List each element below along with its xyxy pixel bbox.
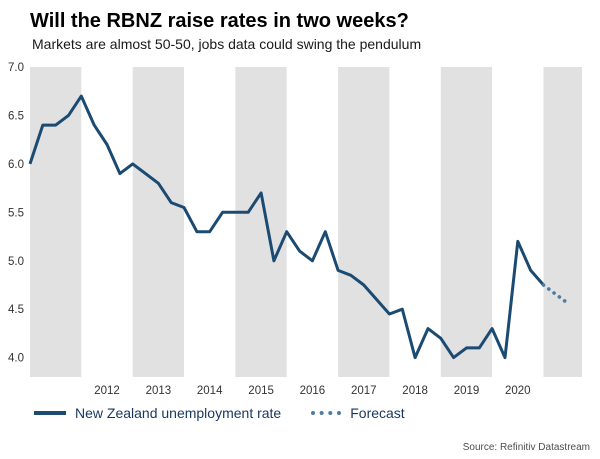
x-axis-label: 2012 [94, 385, 120, 397]
year-band [235, 66, 287, 377]
x-axis-label: 2020 [505, 385, 531, 397]
x-axis-label: 2014 [197, 385, 223, 397]
legend-label-unemployment: New Zealand unemployment rate [75, 404, 282, 421]
y-axis-label: 5.0 [8, 256, 24, 268]
dotted-line-sample [311, 410, 342, 415]
y-axis-label: 4.5 [8, 304, 24, 316]
unemployment-line [28, 94, 545, 359]
chart-legend: New Zealand unemployment rate Forecast [34, 403, 600, 423]
source-attribution: Source: Refinitiv Datastream [462, 442, 590, 453]
chart-subtitle: Markets are almost 50-50, jobs data coul… [32, 36, 422, 52]
legend-item-forecast: Forecast [311, 404, 405, 421]
legend-label-forecast: Forecast [350, 404, 405, 421]
y-axis-label: 7.0 [8, 62, 24, 74]
year-band [338, 66, 390, 377]
x-axis-label: 2013 [146, 385, 172, 397]
x-axis-label: 2019 [454, 385, 480, 397]
chart-title: Will the RBNZ raise rates in two weeks? [30, 10, 409, 32]
forecast-line [541, 282, 571, 306]
y-axis-label: 5.5 [8, 207, 24, 219]
y-axis-label: 4.0 [8, 352, 24, 364]
chart-page: Will the RBNZ raise rates in two weeks? … [0, 9, 600, 459]
year-band [543, 66, 582, 377]
x-axis-label: 2016 [300, 385, 326, 397]
x-axis-label: 2018 [402, 385, 428, 397]
x-axis-label: 2017 [351, 385, 377, 397]
year-band [30, 66, 82, 377]
y-axis-label: 6.5 [8, 110, 24, 122]
legend-item-unemployment: New Zealand unemployment rate [34, 405, 281, 421]
year-band [132, 66, 184, 377]
year-band [440, 66, 493, 377]
x-axis-label: 2015 [248, 385, 274, 397]
solid-line-sample [34, 410, 66, 415]
y-axis-label: 6.0 [8, 159, 24, 171]
line-chart: 7.0 6.5 6.0 5.5 5.0 4.5 4.0 2012 2013 2014 2015 201… [8, 62, 582, 397]
